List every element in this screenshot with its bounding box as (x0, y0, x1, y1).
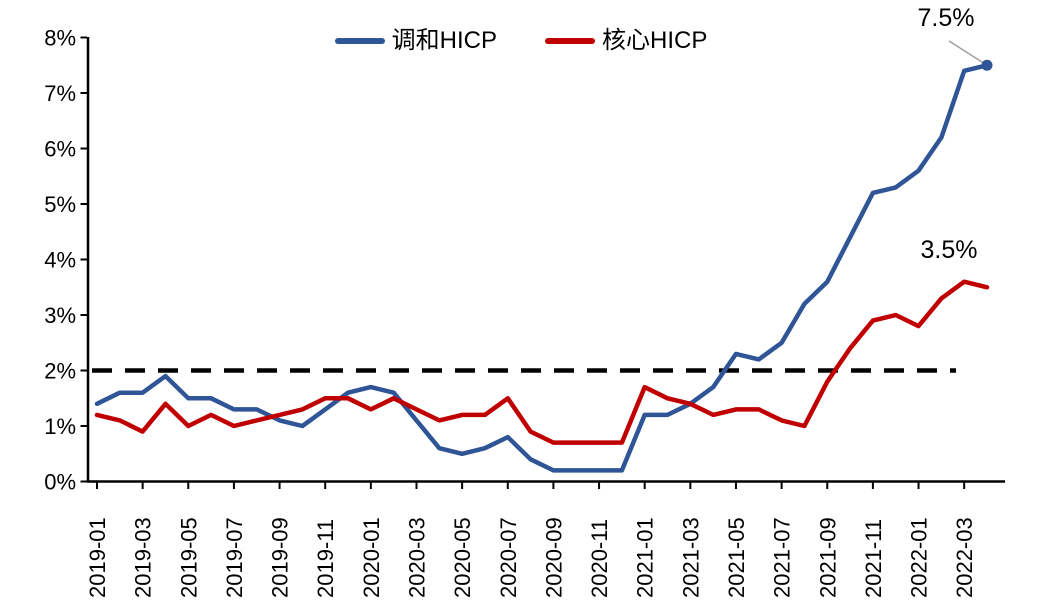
y-axis-tick-label: 5% (44, 192, 76, 217)
y-axis-tick-label: 2% (44, 359, 76, 384)
y-axis-tick-label: 8% (44, 26, 76, 51)
x-axis-tick-label: 2021-03 (678, 517, 703, 598)
x-axis-tick-label: 2021-01 (633, 517, 658, 598)
y-axis-tick-label: 3% (44, 303, 76, 328)
x-axis-tick-label: 2020-03 (404, 517, 429, 598)
x-axis-tick-label: 2019-03 (131, 517, 156, 598)
x-axis-tick-label: 2020-01 (359, 517, 384, 598)
x-axis-tick-label: 2020-09 (541, 517, 566, 598)
x-axis-tick-label: 2019-07 (222, 517, 247, 598)
x-axis-tick-label: 2021-05 (724, 517, 749, 598)
x-axis-tick-label: 2019-11 (313, 519, 338, 598)
y-axis-tick-label: 4% (44, 248, 76, 273)
x-axis-tick-label: 2019-01 (85, 517, 110, 598)
x-axis-tick-label: 2021-07 (770, 517, 795, 598)
y-axis-tick-label: 0% (44, 470, 76, 495)
x-axis-tick-label: 2019-09 (268, 517, 293, 598)
x-axis-tick-label: 2022-01 (907, 517, 932, 598)
x-axis-tick-label: 2020-05 (450, 517, 475, 598)
x-axis-tick-label: 2020-11 (587, 519, 612, 598)
x-axis-tick-label: 2020-07 (496, 517, 521, 598)
series-line-harmonized-hicp (94, 63, 990, 473)
y-axis-tick-label: 7% (44, 81, 76, 106)
x-axis-tick-label: 2021-09 (815, 517, 840, 598)
series-end-dot (981, 59, 993, 71)
x-axis-tick-label: 2022-03 (952, 517, 977, 598)
x-axis-tick-label: 2021-11 (861, 519, 886, 598)
annotation-leader-line (948, 40, 985, 64)
series-line-core-hicp (94, 279, 990, 445)
y-axis-tick-label: 1% (44, 414, 76, 439)
y-axis-tick-label: 6% (44, 137, 76, 162)
x-axis-tick-label: 2019-05 (176, 517, 201, 598)
